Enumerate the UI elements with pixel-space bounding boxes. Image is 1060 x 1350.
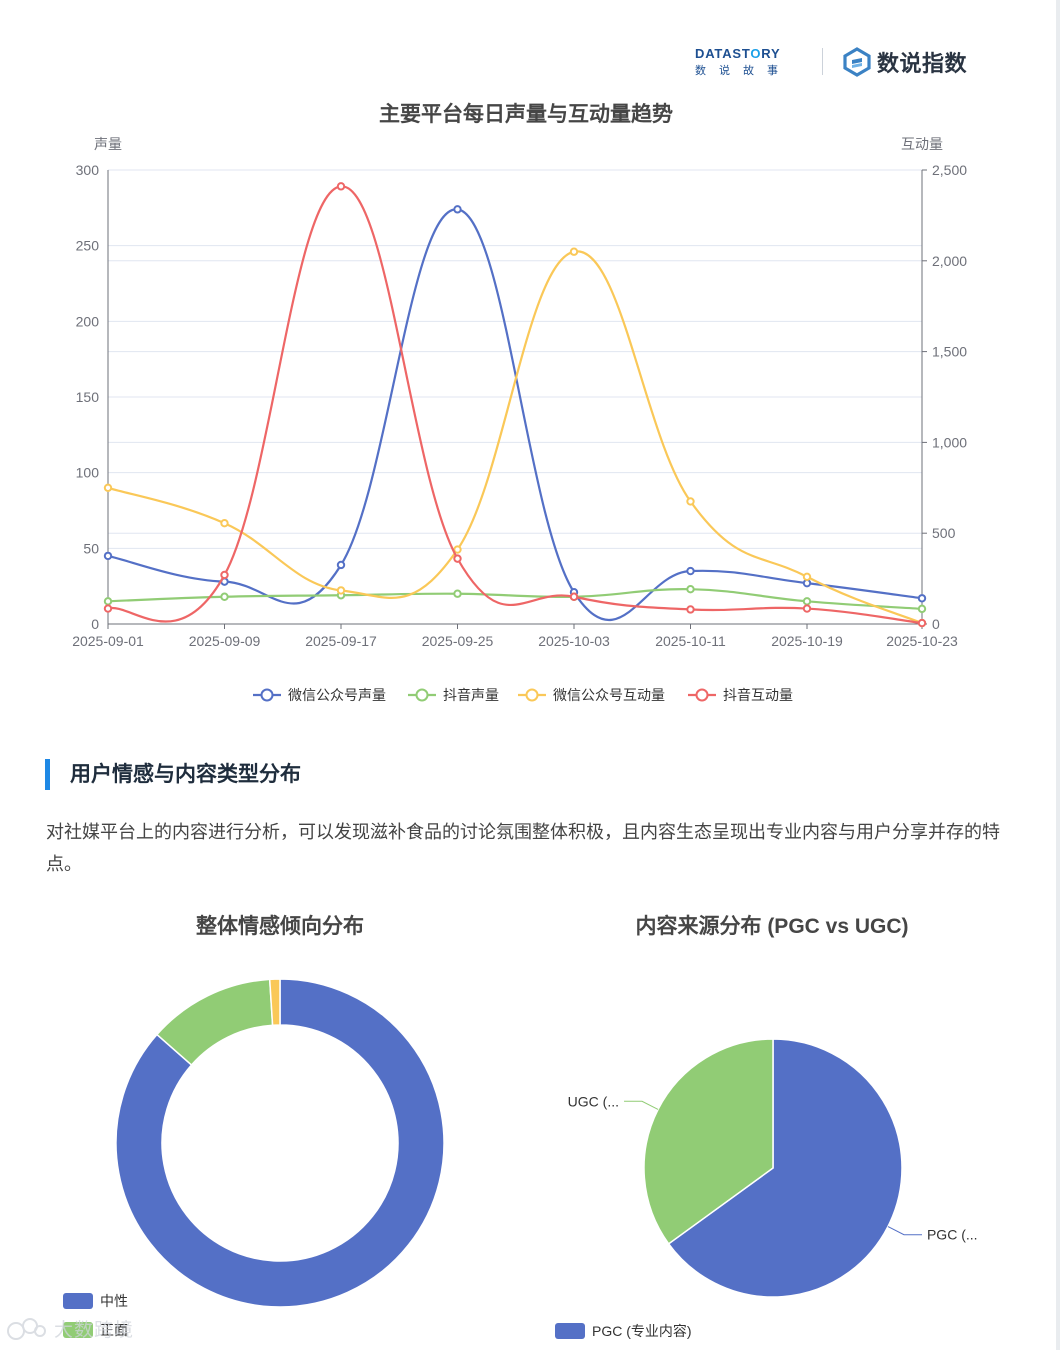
pie-label-leader-1 [887,1226,922,1236]
legend-marker-1 [260,688,274,702]
series-point-3 [103,483,113,492]
pie-legend-label-1: PGC (专业内容) [592,1323,692,1339]
series-point-4 [569,592,579,601]
y-left-tick-label: 100 [76,465,100,481]
page-right-border [1056,0,1060,1350]
logo-divider [822,48,823,75]
x-tick-label: 2025-09-01 [72,633,144,649]
y-left-axis-label: 声量 [94,136,122,152]
pie-legend-swatch-1 [555,1323,585,1339]
datastory-logo-subtitle: 数说故事 [695,65,791,77]
x-tick-label: 2025-10-23 [886,633,958,649]
series-point-4 [453,554,462,563]
legend-label-1: 微信公众号声量 [288,687,386,703]
donut-slice-3 [268,978,281,1027]
legend-label-4: 抖音互动量 [723,687,793,703]
donut-legend-swatch-1 [63,1293,93,1309]
watermark-logo-icon [7,1317,46,1340]
x-tick-label: 2025-09-25 [422,633,494,649]
pie-slice-2 [643,1038,774,1245]
x-tick-label: 2025-09-17 [305,633,377,649]
series-point-4 [220,570,229,580]
y-right-tick-label: 1,000 [932,434,967,450]
series-point-4 [917,618,927,628]
series-line-3 [107,250,923,625]
y-left-tick-label: 150 [76,389,100,405]
series-point-1 [453,205,462,214]
content-source-pie-chart: 内容来源分布 (PGC vs UGC) PGC (... UGC (... PGC (… [555,914,978,1339]
series-line-4 [107,185,923,625]
y-left-tick-label: 300 [76,162,100,178]
series-point-4 [686,605,695,614]
x-tick-label: 2025-10-11 [655,633,726,649]
series-line-1 [107,208,923,621]
donut-legend-swatch-2 [63,1322,93,1338]
donut-slice-1 [115,978,445,1308]
section-title: 用户情感与内容类型分布 [70,763,301,786]
series-point-1 [103,551,113,561]
series-point-3 [802,572,812,581]
y-right-tick-label: 2,500 [932,162,967,178]
donut-legend-label-2: 正面 [100,1322,128,1338]
datastory-index-icon [843,47,871,77]
series-point-1 [336,560,346,570]
y-left-tick-label: 0 [91,616,99,632]
x-tick-label: 2025-10-03 [538,633,610,649]
x-tick-label: 2025-10-19 [771,633,843,649]
donut-chart-title: 整体情感倾向分布 [196,914,364,938]
x-tick-label: 2025-09-09 [189,633,261,649]
y-right-axis-label: 互动量 [901,136,943,152]
series-point-3 [569,247,579,256]
sentiment-donut-chart: 整体情感倾向分布中性正面负面 [63,914,445,1338]
series-point-3 [220,519,229,528]
line-chart-title: 主要平台每日声量与互动量趋势 [379,102,673,126]
watermark-text: 大数跨境 [54,1320,135,1341]
series-point-4 [802,604,812,613]
section-accent-bar [45,759,50,790]
datastory-logo-dot: O [750,46,762,61]
y-left-tick-label: 250 [76,238,100,254]
y-right-tick-label: 1,500 [932,344,967,360]
legend-marker-3 [525,688,539,702]
series-point-4 [103,604,113,613]
series-point-2 [917,604,927,614]
datastory-logo: DATASTORY 数说故事 [695,46,803,78]
y-left-tick-label: 50 [83,540,99,556]
series-point-1 [917,594,927,603]
watermark: 大数跨境 [6,1315,134,1342]
legend-label-3: 微信公众号互动量 [553,687,665,703]
series-point-2 [453,589,462,598]
legend-label-2: 抖音声量 [443,687,499,703]
section-description: 对社媒平台上的内容进行分析，可以发现滋补食品的讨论氛围整体积极，且内容生态呈现出… [46,822,1000,874]
series-point-1 [686,566,695,576]
series-point-3 [453,545,462,554]
y-right-tick-label: 2,000 [932,253,967,269]
series-point-4 [336,182,346,191]
datastory-index-logo: 数说指数 [843,46,967,78]
series-point-3 [336,586,346,595]
series-line-2 [107,588,923,610]
series-point-2 [103,597,113,606]
datastory-logo-name: DATASTORY [695,46,781,61]
pie-chart-title: 内容来源分布 (PGC vs UGC) [635,914,908,938]
series-point-2 [802,597,812,606]
donut-legend-label-1: 中性 [100,1293,128,1309]
pie-label-leader-2 [624,1100,659,1110]
pie-slice-label-2: UGC (... [568,1093,619,1109]
datastory-index-name: 数说指数 [877,51,968,76]
series-point-2 [686,584,695,594]
y-left-tick-label: 200 [76,313,100,329]
legend-marker-2 [415,688,429,702]
series-point-2 [220,592,229,601]
pie-slice-label-1: PGC (... [927,1227,978,1243]
series-point-3 [686,497,695,506]
y-right-tick-label: 0 [932,616,940,632]
legend-marker-4 [695,688,709,702]
y-right-tick-label: 500 [932,525,956,541]
